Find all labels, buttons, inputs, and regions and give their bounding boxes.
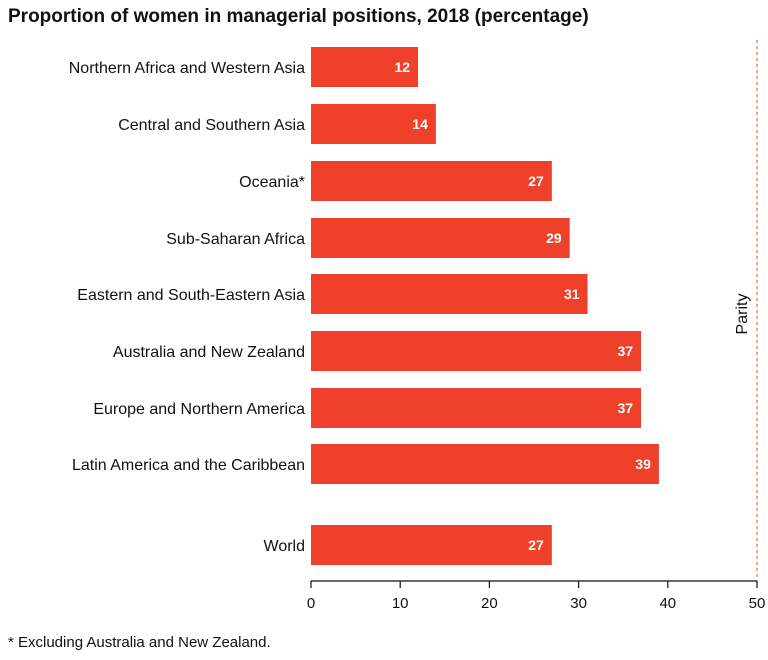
bar bbox=[311, 331, 642, 371]
parity-label: Parity bbox=[734, 294, 751, 335]
bar bbox=[311, 218, 570, 258]
category-label: Central and Southern Asia bbox=[118, 117, 305, 134]
data-label: 37 bbox=[617, 343, 633, 359]
bar bbox=[311, 388, 642, 428]
bar bbox=[311, 525, 552, 565]
category-label: Europe and Northern America bbox=[93, 401, 305, 418]
data-label: 27 bbox=[528, 537, 544, 553]
x-tick-label: 0 bbox=[307, 595, 315, 612]
data-label: 27 bbox=[528, 173, 544, 189]
bar bbox=[311, 444, 659, 484]
category-label: Oceania* bbox=[239, 174, 305, 191]
data-label: 39 bbox=[635, 456, 651, 472]
category-label: World bbox=[264, 538, 306, 555]
category-label: Northern Africa and Western Asia bbox=[69, 60, 305, 77]
bar bbox=[311, 274, 588, 314]
data-label: 29 bbox=[546, 230, 562, 246]
data-label: 31 bbox=[564, 286, 580, 302]
bar bbox=[311, 161, 552, 201]
x-tick-label: 40 bbox=[659, 595, 676, 612]
chart-title: Proportion of women in managerial positi… bbox=[8, 6, 589, 27]
x-tick-label: 20 bbox=[481, 595, 498, 612]
data-label: 12 bbox=[394, 59, 410, 75]
chart-footnote: * Excluding Australia and New Zealand. bbox=[8, 634, 271, 651]
bar bbox=[311, 47, 419, 87]
category-label: Latin America and the Caribbean bbox=[72, 457, 305, 474]
category-label: Eastern and South-Eastern Asia bbox=[77, 287, 305, 304]
data-label: 37 bbox=[617, 400, 633, 416]
bar bbox=[311, 104, 436, 144]
category-label: Australia and New Zealand bbox=[113, 344, 305, 361]
x-tick-label: 30 bbox=[570, 595, 587, 612]
x-tick-label: 10 bbox=[392, 595, 409, 612]
data-label: 14 bbox=[412, 116, 428, 132]
category-label: Sub-Saharan Africa bbox=[166, 231, 305, 248]
x-tick-label: 50 bbox=[749, 595, 766, 612]
